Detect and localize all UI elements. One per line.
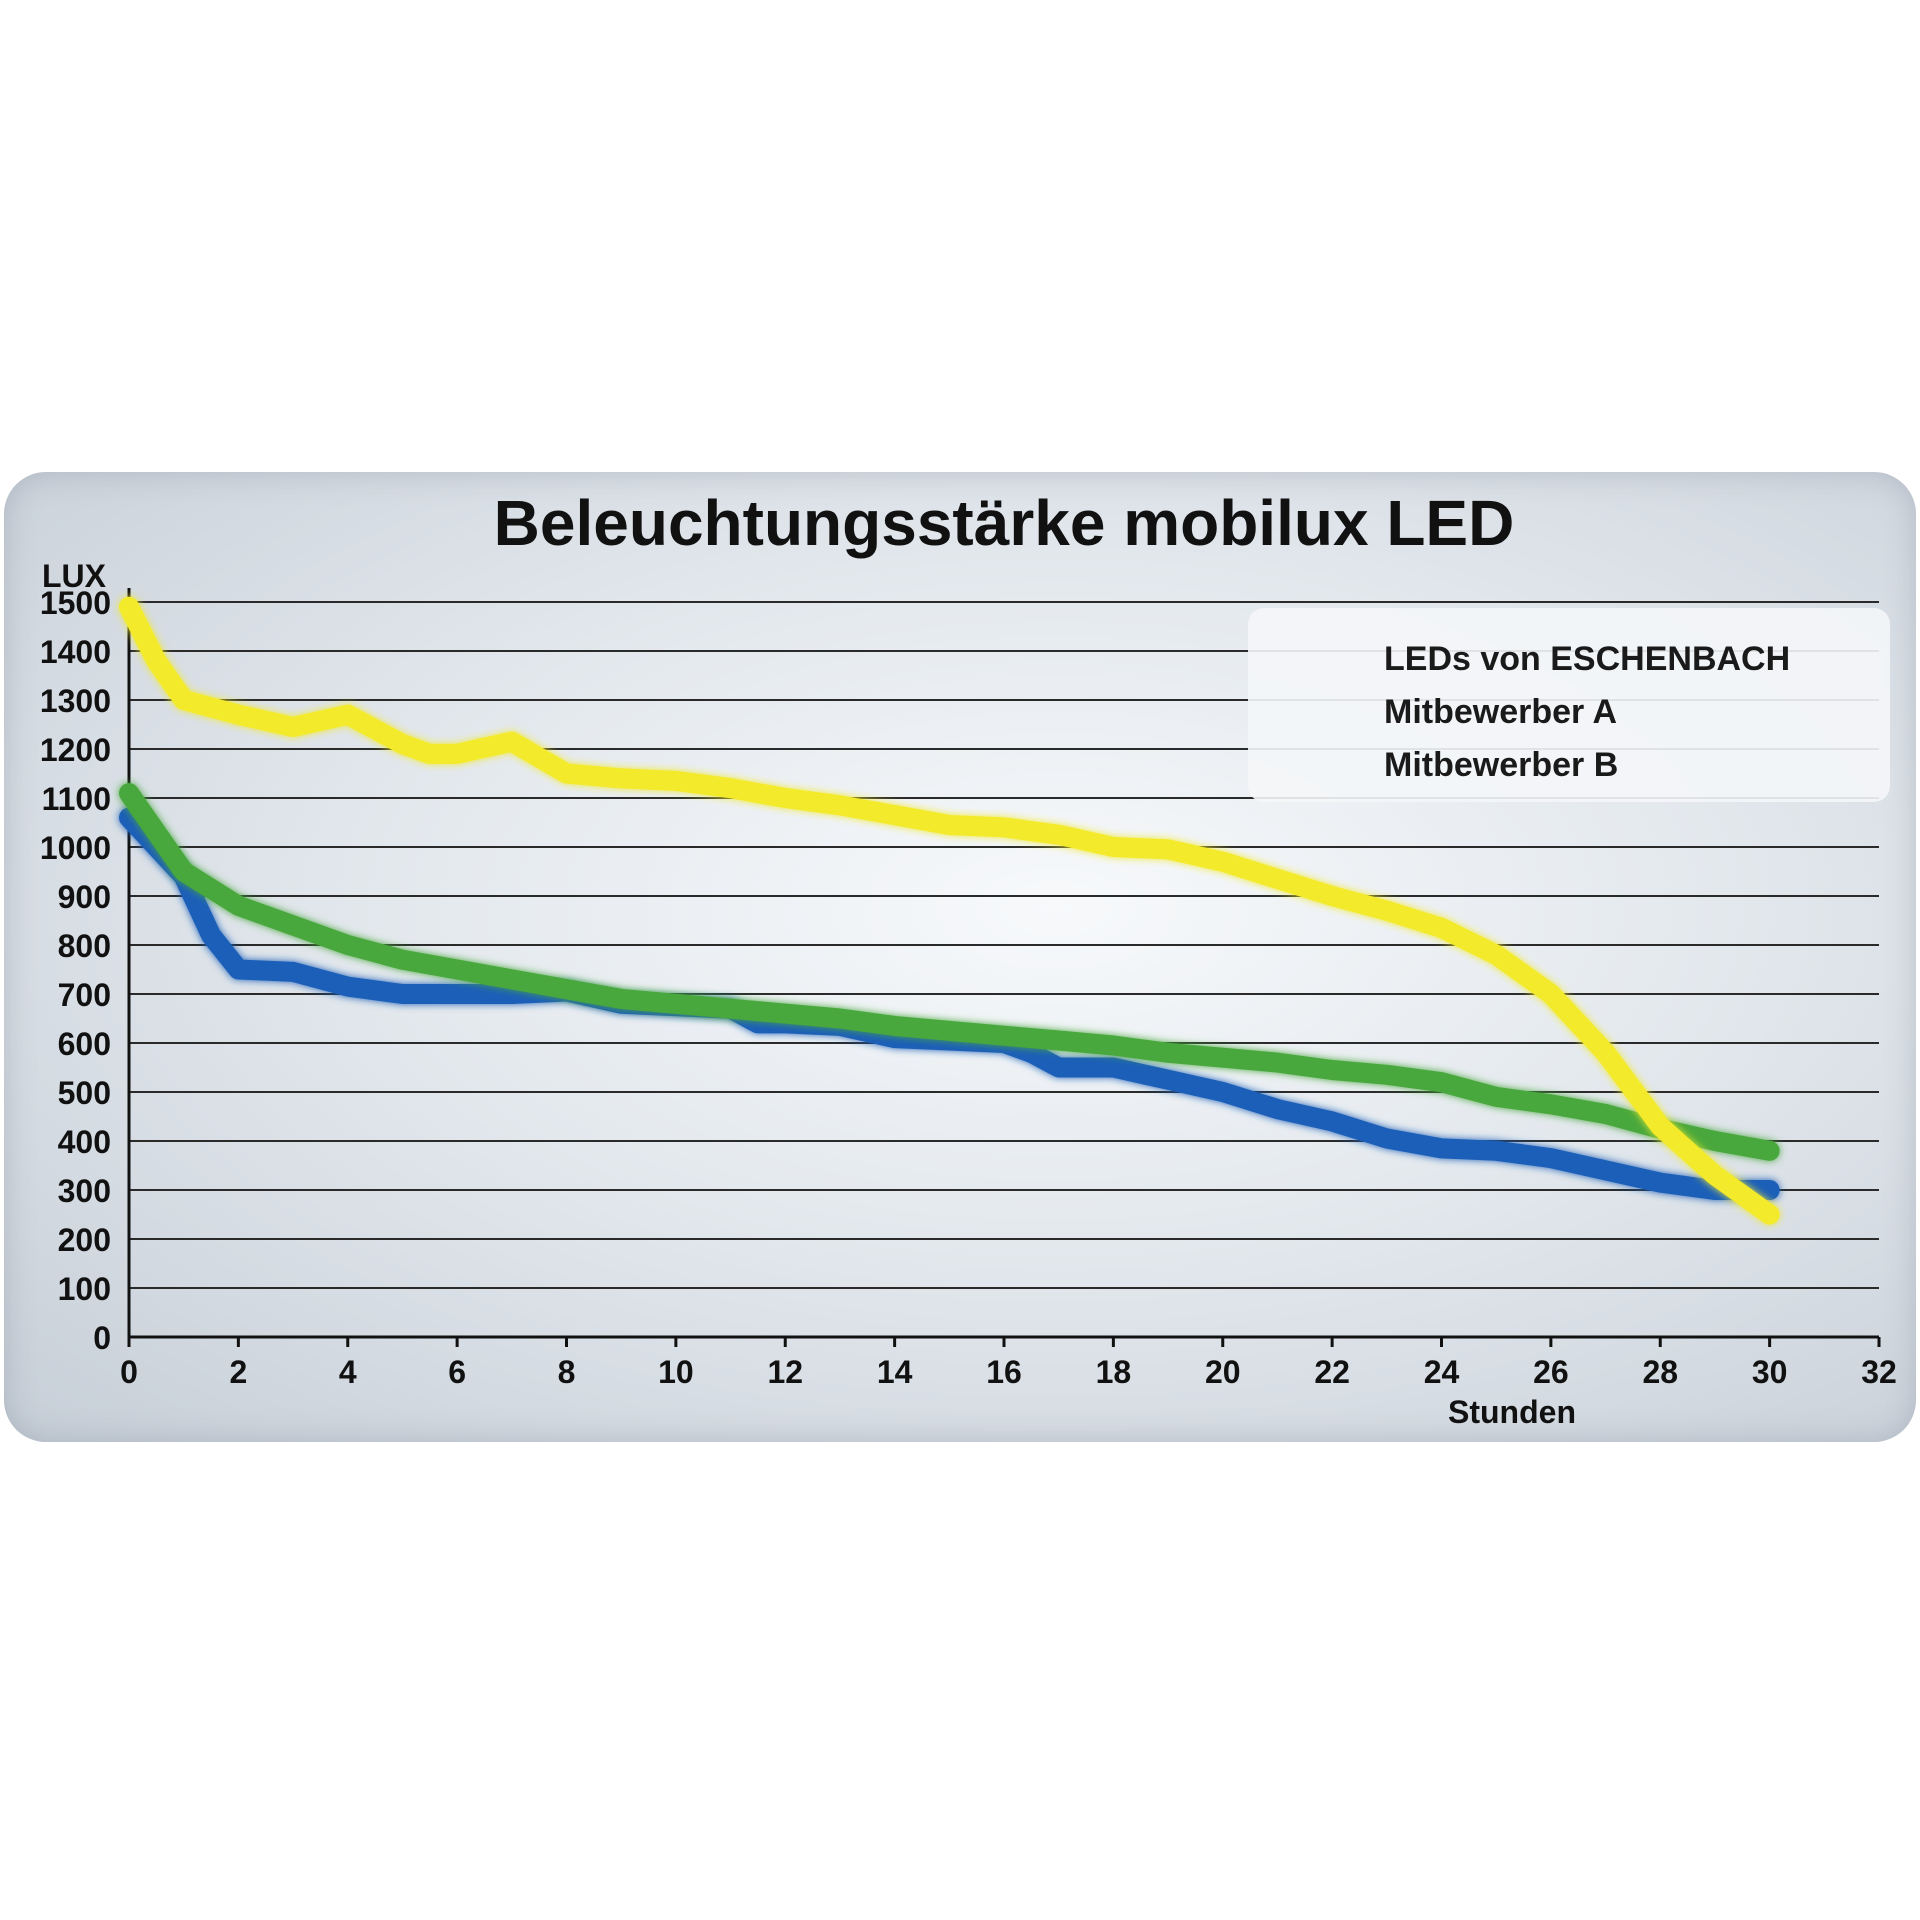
- x-tick-label: 28: [1642, 1354, 1678, 1390]
- y-tick-label: 500: [58, 1075, 111, 1111]
- x-tick-label: 18: [1096, 1354, 1132, 1390]
- y-tick-label: 600: [58, 1026, 111, 1062]
- x-tick-label: 4: [339, 1354, 357, 1390]
- legend-label: Mitbewerber B: [1384, 746, 1618, 784]
- chart-card: Beleuchtungsstärke mobilux LED LUX Stund…: [4, 472, 1916, 1442]
- x-tick-label: 24: [1424, 1354, 1460, 1390]
- x-tick-label: 8: [558, 1354, 576, 1390]
- x-tick-label: 32: [1861, 1354, 1897, 1390]
- y-axis-label: LUX: [42, 558, 107, 594]
- series-line-2: [119, 807, 1780, 1200]
- y-tick-label: 900: [58, 879, 111, 915]
- x-tick-label: 14: [877, 1354, 913, 1390]
- y-tick-label: 1000: [40, 830, 111, 866]
- y-tick-label: 1300: [40, 683, 111, 719]
- line-chart: Beleuchtungsstärke mobilux LED LUX Stund…: [40, 487, 1897, 1430]
- x-tick-label: 26: [1533, 1354, 1569, 1390]
- y-tick-label: 300: [58, 1173, 111, 1209]
- y-tick-label: 1100: [42, 781, 111, 817]
- x-tick-label: 2: [229, 1354, 247, 1390]
- x-tick-label: 12: [767, 1354, 803, 1390]
- tick-labels: 1500140013001200110010009008007006005004…: [40, 585, 1897, 1390]
- legend-box: [1248, 608, 1890, 802]
- x-tick-label: 20: [1205, 1354, 1241, 1390]
- y-tick-label: 1400: [40, 634, 111, 670]
- legend-label: LEDs von ESCHENBACH: [1384, 640, 1790, 678]
- y-tick-label: 100: [58, 1271, 111, 1307]
- x-tick-label: 16: [986, 1354, 1022, 1390]
- series-line-1: [119, 783, 1780, 1161]
- legend: LEDs von ESCHENBACH Mitbewerber A Mitbewer…: [1248, 608, 1890, 802]
- x-tick-label: 30: [1752, 1354, 1788, 1390]
- x-tick-label: 0: [120, 1354, 138, 1390]
- x-tick-label: 10: [658, 1354, 694, 1390]
- y-tick-label: 1500: [40, 585, 111, 621]
- y-tick-label: 400: [58, 1124, 111, 1160]
- chart-title: Beleuchtungsstärke mobilux LED: [494, 487, 1515, 559]
- y-tick-label: 700: [58, 977, 111, 1013]
- legend-label: Mitbewerber A: [1384, 693, 1617, 731]
- series-line-0: [119, 596, 1780, 1225]
- y-tick-label: 0: [93, 1320, 111, 1356]
- series-lines: [119, 596, 1780, 1225]
- y-tick-label: 800: [58, 928, 111, 964]
- x-tick-label: 6: [448, 1354, 466, 1390]
- y-tick-label: 200: [58, 1222, 111, 1258]
- x-axis-label: Stunden: [1448, 1394, 1576, 1430]
- y-tick-label: 1200: [40, 732, 111, 768]
- x-tick-label: 22: [1314, 1354, 1350, 1390]
